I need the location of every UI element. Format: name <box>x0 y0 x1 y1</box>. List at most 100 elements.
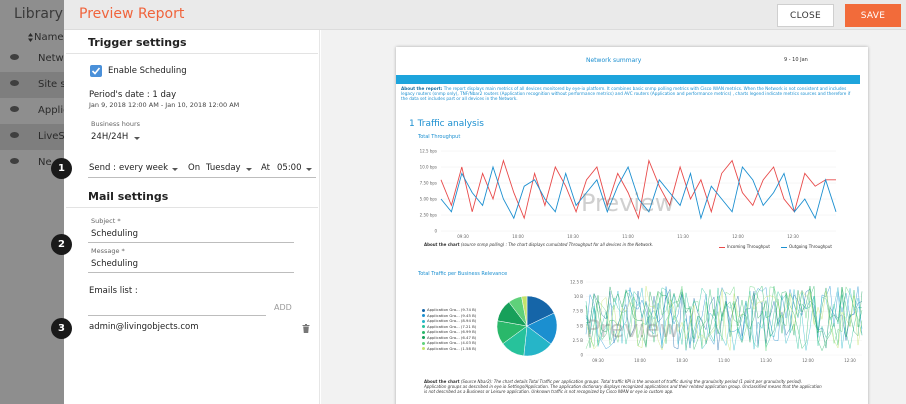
library-row[interactable]: Site su <box>0 72 64 98</box>
eye-icon[interactable] <box>10 80 19 86</box>
legend-swatch <box>422 347 425 350</box>
trash-icon[interactable] <box>302 324 310 333</box>
pie-legend-label: Application Gro... (1.58 B) <box>427 345 477 351</box>
pie-legend-label: Application Gro... (9.74 B) <box>427 307 477 312</box>
y-tick-label: 10.0 bps <box>420 165 437 170</box>
library-row[interactable]: Netw <box>0 46 64 72</box>
library-row[interactable]: LiveSP <box>0 124 64 150</box>
x-tick-label: 11:30 <box>760 358 772 363</box>
y-tick-label: 0 <box>434 229 437 234</box>
email-input[interactable] <box>88 315 266 316</box>
y-tick-label: 12.5 B <box>570 280 583 285</box>
x-tick-label: 12:00 <box>732 234 744 239</box>
add-email-button[interactable]: ADD <box>274 303 292 312</box>
check-icon <box>91 67 101 75</box>
day-select[interactable]: Tuesday <box>206 163 241 173</box>
step-marker-2: 2 <box>51 234 72 255</box>
x-tick-label: 11:00 <box>622 234 634 239</box>
time-select[interactable]: 05:00 <box>277 163 302 173</box>
pie-legend-item: Application Gro... (6.47 B) <box>422 335 476 341</box>
report-date: 9 - 10 Jan <box>784 57 808 63</box>
x-tick-label: 11:30 <box>677 234 689 239</box>
chevron-down-icon[interactable] <box>172 168 178 171</box>
x-tick-label: 10:30 <box>567 234 579 239</box>
legend-swatch <box>719 246 725 248</box>
close-button[interactable]: CLOSE <box>777 4 834 27</box>
pie-legend-label: Application Gro... (6.99 B) <box>427 329 477 334</box>
y-tick-label: 0 <box>580 353 583 358</box>
chevron-down-icon[interactable] <box>246 168 252 171</box>
mail-settings-title: Mail settings <box>88 190 169 203</box>
library-panel: Library Name Netw Site su Applic LiveSP … <box>0 0 64 404</box>
library-column-header[interactable]: Name <box>0 30 64 46</box>
y-tick-label: 10 B <box>574 294 583 299</box>
preview-header: Preview Report CLOSE SAVE <box>64 0 906 30</box>
send-frequency-select[interactable]: every week <box>119 163 169 173</box>
x-tick-label: 12:00 <box>802 358 814 363</box>
pie-legend-label: Application Gro... (7.21 B) <box>427 323 477 329</box>
throughput-chart: 12.5 bps 10.0 bps 7.50 bps 5.00 bps 2.50 bps… <box>420 149 837 239</box>
report-header-band <box>396 75 860 84</box>
about-label: About the report: <box>401 86 443 91</box>
y-tick-label: 7.50 bps <box>420 181 437 186</box>
send-row-underline <box>88 177 316 178</box>
chart2-note: About the chart (Source Nbar2): The char… <box>424 379 822 394</box>
series-line <box>440 158 836 220</box>
preview-watermark: Preview <box>586 315 680 343</box>
send-label: Send : <box>89 163 116 173</box>
pie-legend-label: Application Gro... (6.47 B) <box>427 334 477 340</box>
save-button[interactable]: SAVE <box>845 4 901 27</box>
settings-panel: Trigger settings Enable Scheduling Perio… <box>64 30 320 404</box>
eye-icon[interactable] <box>10 106 19 112</box>
library-title: Library <box>14 6 63 22</box>
enable-scheduling-checkbox[interactable] <box>90 65 102 77</box>
on-label: On <box>188 163 201 173</box>
library-column-name: Name <box>34 32 64 43</box>
legend-swatch <box>422 336 425 339</box>
series-line <box>585 285 863 351</box>
legend-swatch <box>422 308 425 312</box>
subject-underline <box>88 242 294 243</box>
x-tick-label: 10:00 <box>634 358 646 363</box>
report-title: Network summary <box>586 57 642 64</box>
legend-swatch <box>781 246 787 248</box>
legend-incoming: Incoming Throughput <box>719 244 770 249</box>
eye-icon[interactable] <box>10 158 19 164</box>
step-marker-1: 1 <box>51 158 72 179</box>
business-hours-label: Business hours <box>91 120 141 128</box>
eye-icon[interactable] <box>10 132 19 138</box>
x-tick-label: 10:00 <box>512 234 524 239</box>
chevron-down-icon[interactable] <box>306 168 312 171</box>
enable-scheduling-label[interactable]: Enable Scheduling <box>108 66 187 76</box>
traffic-pie-chart <box>496 295 558 357</box>
report-page: Network summary 9 - 10 Jan About the rep… <box>396 47 868 404</box>
subject-input[interactable]: Scheduling <box>91 229 138 239</box>
preview-watermark: Preview <box>581 189 675 217</box>
section-title: 1 Traffic analysis <box>409 119 484 129</box>
message-input[interactable]: Scheduling <box>91 259 138 269</box>
step-marker-3: 3 <box>51 318 72 339</box>
eye-icon[interactable] <box>10 54 19 60</box>
x-tick-label: 12:30 <box>787 234 799 239</box>
business-hours-select[interactable]: 24H/24H <box>91 132 129 142</box>
series-line <box>585 285 863 348</box>
legend-swatch <box>422 341 425 345</box>
message-underline <box>88 272 294 273</box>
pie-legend-label: Application Gro... (8.94 B) <box>427 318 477 323</box>
library-row[interactable]: Applic <box>0 98 64 124</box>
at-label: At <box>261 163 270 173</box>
y-tick-label: 5 B <box>576 323 583 328</box>
sort-icon <box>28 33 33 42</box>
dialog-title: Preview Report <box>79 6 185 22</box>
report-about: About the report: The report displays ma… <box>401 86 857 102</box>
pie-legend-label: Application Gro... (4.03 B) <box>427 340 477 345</box>
chevron-down-icon[interactable] <box>134 137 140 140</box>
period-range: Jan 9, 2018 12:00 AM - Jan 10, 2018 12:0… <box>89 101 240 109</box>
legend-swatch <box>422 330 425 334</box>
x-tick-label: 12:30 <box>844 358 856 363</box>
library-row[interactable]: Ne <box>0 150 64 176</box>
pie-legend-item: Application Gro... (1.58 B) <box>422 346 476 352</box>
report-preview-area[interactable]: Network summary 9 - 10 Jan About the rep… <box>321 30 906 404</box>
subject-label: Subject * <box>91 217 121 225</box>
y-tick-label: 12.5 bps <box>420 149 437 154</box>
